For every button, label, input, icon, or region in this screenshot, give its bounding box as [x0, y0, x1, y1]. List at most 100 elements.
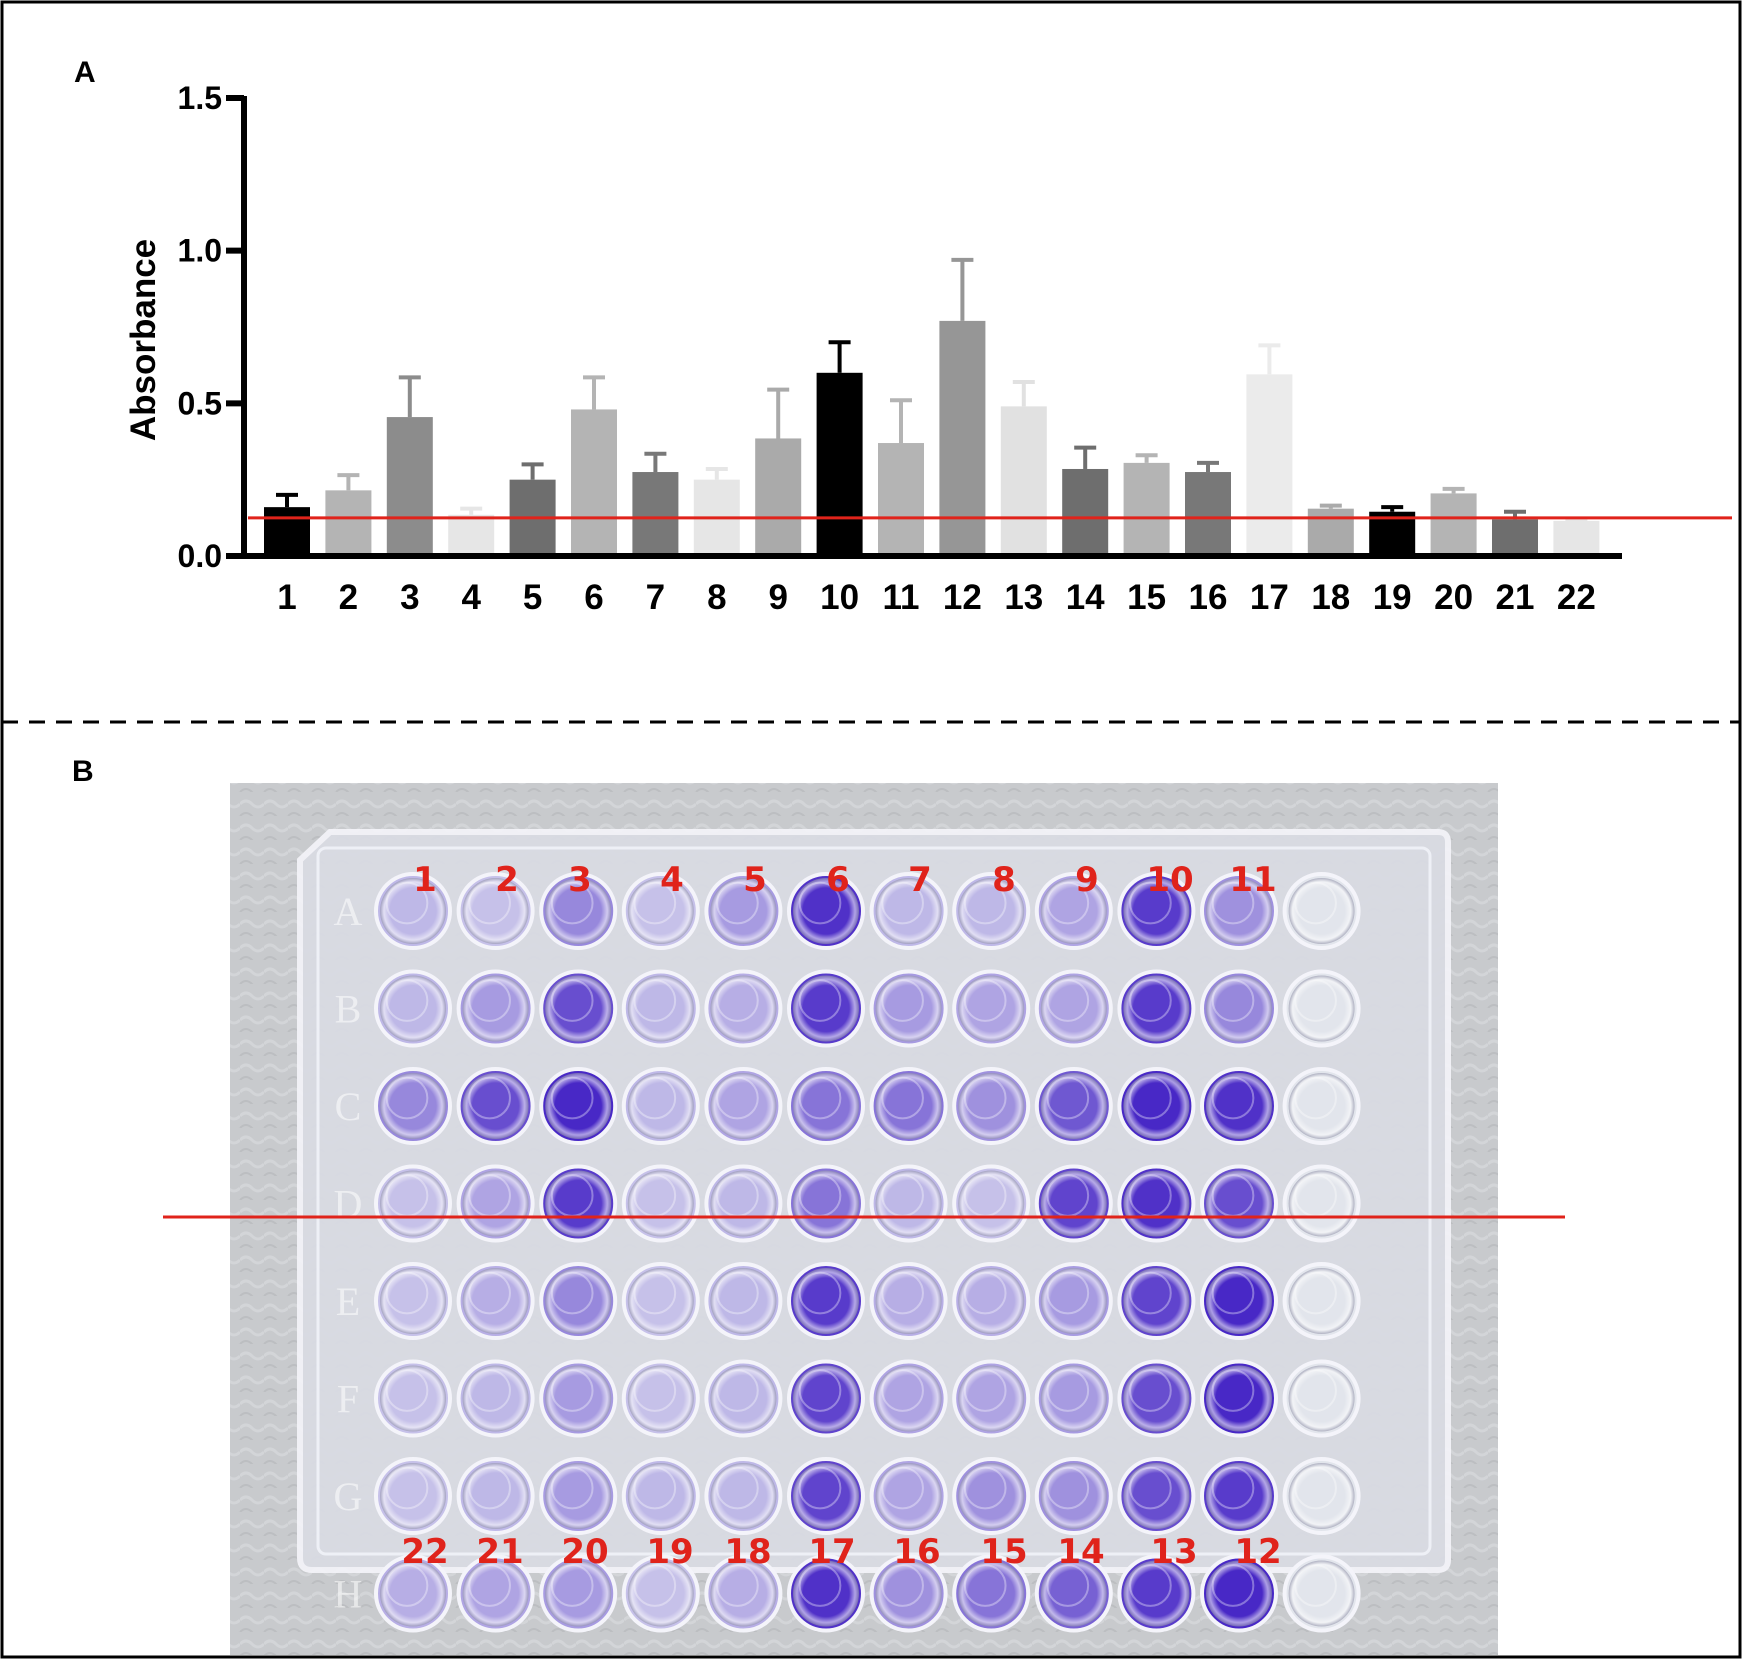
bottom-well-label: 21	[476, 1532, 523, 1572]
row-letter: C	[335, 1084, 362, 1129]
top-well-label: 8	[992, 860, 1016, 900]
bar	[571, 409, 617, 556]
well-reflection	[1206, 975, 1272, 1042]
bar	[1123, 462, 1170, 556]
x-tick-label: 15	[1127, 578, 1166, 617]
bar	[1553, 520, 1600, 556]
y-axis-title: Absorbance	[124, 239, 163, 441]
bar	[386, 417, 433, 556]
well-reflection	[793, 975, 859, 1042]
bar	[1000, 406, 1047, 556]
bar	[1185, 472, 1231, 556]
top-well-label: 1	[413, 860, 437, 900]
well-reflection	[1288, 1268, 1355, 1334]
well-reflection	[627, 1073, 694, 1139]
panel-b-label: B	[72, 755, 94, 788]
well-inner-rim	[881, 1564, 924, 1607]
well-inner-rim	[1294, 881, 1337, 925]
well-reflection	[710, 878, 777, 944]
well-inner-rim	[798, 1564, 842, 1607]
well-inner-rim	[963, 1271, 1007, 1315]
well-inner-rim	[798, 1369, 842, 1412]
top-well-label: 3	[568, 860, 592, 900]
well-reflection	[793, 1073, 859, 1139]
bar	[264, 507, 310, 556]
well-reflection	[875, 1365, 942, 1432]
well-reflection	[380, 878, 446, 944]
well-reflection	[1040, 1170, 1107, 1237]
x-tick-label: 19	[1373, 578, 1412, 617]
row-letter: B	[335, 987, 362, 1032]
well-reflection	[380, 1365, 446, 1432]
error-bars	[276, 257, 1588, 522]
bottom-well-label: 12	[1234, 1532, 1281, 1572]
x-tick-label: 13	[1004, 578, 1043, 617]
well-inner-rim	[1129, 1076, 1172, 1120]
well-reflection	[1123, 1170, 1190, 1237]
well-inner-rim	[468, 979, 511, 1022]
well-reflection	[958, 1463, 1025, 1529]
well-reflection	[958, 1073, 1025, 1139]
well-inner-rim	[468, 1564, 511, 1607]
well-reflection	[545, 1268, 612, 1334]
x-tick-label: 9	[768, 578, 787, 617]
bottom-well-label: 18	[724, 1532, 771, 1572]
well-inner-rim	[1129, 979, 1172, 1022]
well-reflection	[545, 1560, 612, 1627]
well-inner-rim	[716, 979, 759, 1022]
well-reflection	[875, 1073, 942, 1139]
well-reflection	[793, 1463, 859, 1529]
well-inner-rim	[1211, 1564, 1255, 1607]
well-reflection	[1123, 878, 1190, 944]
well-inner-rim	[385, 1271, 429, 1315]
well-reflection	[793, 1268, 859, 1334]
well-inner-rim	[963, 1466, 1007, 1510]
top-well-label: 4	[660, 860, 684, 900]
well-inner-rim	[550, 1466, 594, 1510]
well-reflection	[627, 975, 694, 1042]
well-inner-rim	[1129, 1564, 1172, 1607]
x-tick-label: 22	[1557, 578, 1596, 617]
well-reflection	[1040, 1365, 1107, 1432]
well-reflection	[958, 1170, 1025, 1237]
row-letter: D	[334, 1182, 363, 1227]
x-tick-label: 10	[820, 578, 859, 617]
well-reflection	[380, 1463, 446, 1529]
well-inner-rim	[550, 1271, 594, 1315]
bar	[448, 514, 495, 556]
bar	[816, 372, 863, 556]
well-inner-rim	[1129, 1271, 1172, 1315]
top-well-label: 11	[1229, 860, 1276, 900]
well-inner-rim	[1211, 979, 1255, 1022]
bar	[1062, 468, 1109, 556]
row-letter: F	[337, 1377, 359, 1422]
well-inner-rim	[468, 1271, 511, 1315]
well-inner-rim	[633, 1564, 677, 1607]
bottom-well-label: 22	[401, 1532, 448, 1572]
bar	[1246, 374, 1293, 556]
well-reflection	[710, 1560, 777, 1627]
well-inner-rim	[1046, 1271, 1090, 1315]
well-reflection	[380, 1073, 446, 1139]
well-reflection	[462, 878, 529, 944]
x-tick-label: 6	[584, 578, 603, 617]
well-reflection	[545, 878, 612, 944]
x-tick-label: 21	[1496, 578, 1535, 617]
well-reflection	[710, 1170, 777, 1237]
x-tick-label: 14	[1066, 578, 1105, 617]
well-reflection	[462, 1560, 529, 1627]
bar	[755, 438, 802, 556]
row-letter: A	[334, 889, 363, 934]
well-inner-rim	[716, 1076, 759, 1120]
plate-inner-rim	[316, 846, 1432, 1556]
x-tick-label: 4	[461, 578, 481, 617]
x-tick-label: 7	[646, 578, 665, 617]
bar	[939, 320, 986, 556]
well-reflection	[875, 1268, 942, 1334]
bottom-well-labels: 22 21 20 19 18 17 16 15 14 13 12	[401, 1532, 1281, 1572]
top-well-labels: 1 2 3 4 5 6 7 8 9 10 11	[413, 860, 1277, 900]
well-reflection	[1288, 1560, 1355, 1627]
bar	[632, 472, 679, 556]
